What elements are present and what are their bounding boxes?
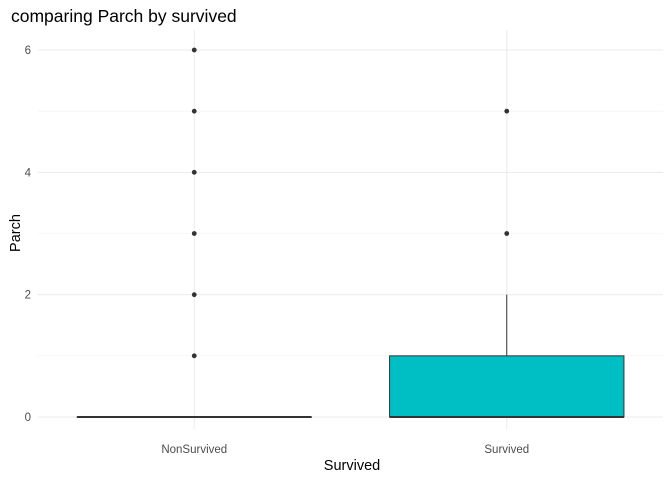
outlier-point <box>191 353 197 359</box>
chart-title: comparing Parch by survived <box>11 6 237 26</box>
outlier-point <box>191 169 197 175</box>
box-survived <box>389 355 625 418</box>
x-tick-label: Survived <box>484 444 529 456</box>
outlier-point <box>504 231 510 236</box>
y-tick-label: 6 <box>25 45 31 57</box>
outlier-point <box>504 108 510 114</box>
y-axis-title: Parch <box>8 214 24 252</box>
outlier-point <box>191 108 197 114</box>
x-tick-label: NonSurvived <box>161 444 227 456</box>
boxes <box>76 47 625 418</box>
outlier-point <box>191 231 197 236</box>
outlier-point <box>191 47 197 53</box>
y-tick-label: 2 <box>25 290 31 302</box>
x-axis-title: Survived <box>324 458 380 474</box>
outlier-point <box>191 292 197 298</box>
y-tick-label: 0 <box>25 412 31 424</box>
y-tick-label: 4 <box>25 167 32 179</box>
tick-labels: 0 2 4 6 NonSurvived Survived <box>25 45 530 456</box>
